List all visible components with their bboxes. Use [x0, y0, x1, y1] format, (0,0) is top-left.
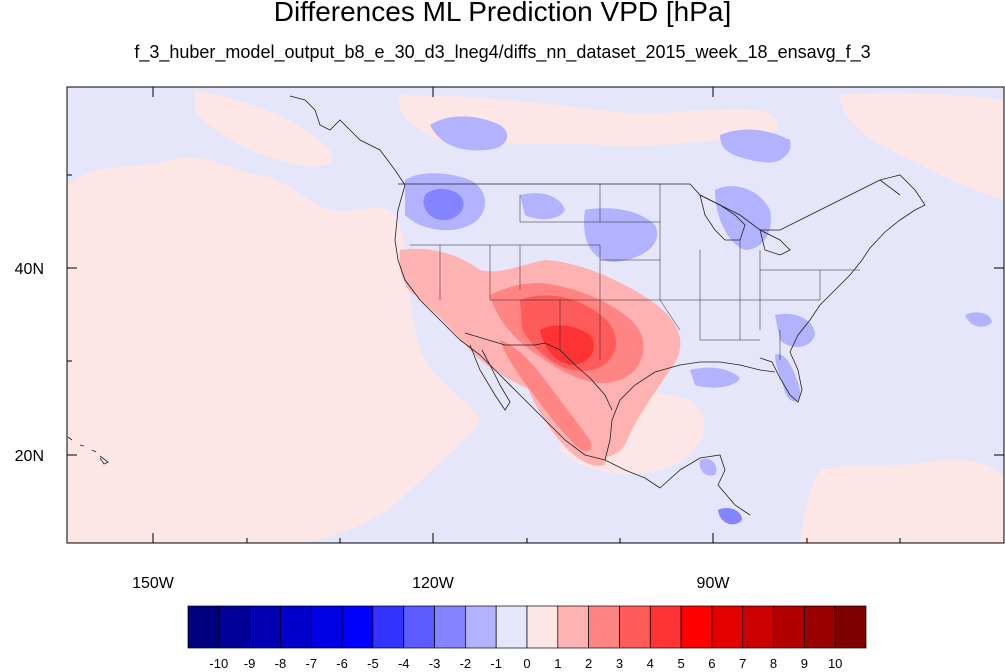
colorbar-swatch	[526, 605, 559, 649]
colorbar-swatch	[341, 605, 374, 649]
coastline-canada-nw	[289, 95, 406, 186]
colorbar-label: -7	[305, 656, 317, 671]
field-pink-east	[840, 92, 1004, 200]
colorbar-swatch	[649, 605, 682, 649]
field-blue-atlantic	[965, 312, 992, 327]
colorbar-swatch	[434, 605, 466, 649]
colorbar-swatch	[403, 605, 435, 649]
colorbar-label: 9	[801, 656, 808, 671]
field-pink-north	[195, 90, 332, 167]
field-blue-florida	[775, 354, 801, 402]
colorbar-swatch	[742, 605, 774, 649]
colorbar-swatch	[619, 605, 651, 649]
coastline-east	[789, 204, 926, 353]
coastline-gulf	[604, 361, 776, 461]
colorbar-label: -4	[398, 656, 410, 671]
lon-label-150w: 150W	[132, 575, 175, 592]
colorbar-swatch	[495, 605, 528, 649]
colorbar-label: 4	[647, 656, 654, 671]
colorbar-swatch	[187, 605, 220, 649]
colorbar-label: -1	[490, 656, 502, 671]
colorbar-label: 3	[616, 656, 623, 671]
colorbar-label: -9	[244, 656, 256, 671]
field-blue-montana	[520, 193, 565, 220]
state-lines	[410, 184, 860, 360]
coastline-florida	[759, 351, 803, 403]
field-pink-pacific	[67, 157, 480, 543]
colorbar-label: 0	[523, 656, 530, 671]
colorbar-swatch	[804, 605, 836, 649]
field-blue-ne-canada	[740, 133, 785, 163]
colorbar-label: 7	[739, 656, 746, 671]
lon-label-120w: 120W	[412, 575, 455, 592]
colorbar-label: -8	[275, 656, 287, 671]
data-field	[67, 90, 1004, 543]
lat-label-40n: 40N	[15, 261, 44, 278]
hawaii	[67, 436, 109, 465]
colorbar-label: 8	[770, 656, 777, 671]
colorbar-swatch	[680, 605, 713, 649]
colorbar-swatch	[280, 605, 312, 649]
colorbar-swatch	[218, 605, 250, 649]
colorbar-label: -5	[367, 656, 379, 671]
axis-ticks	[67, 87, 1004, 543]
coastline-ne	[879, 174, 926, 206]
field-blue-canada	[430, 116, 508, 151]
field-red-ca	[399, 253, 427, 295]
coastline-yucatan	[659, 454, 751, 516]
field-blue-hudson	[715, 186, 771, 250]
boundaries	[67, 95, 926, 516]
lon-label-90w: 90W	[697, 575, 731, 592]
colorbar: -10 -9 -8 -7 -6 -5 -4 -3 -2 -1 0 1 2 3 4 5 6 7 8 9 10	[187, 605, 867, 671]
colorbar-swatch	[588, 605, 620, 649]
colorbar-label: 6	[708, 656, 715, 671]
field-blue-dakota	[584, 208, 658, 262]
colorbar-label: 5	[677, 656, 684, 671]
colorbar-swatch	[372, 605, 405, 649]
field-blue-pnw-core	[423, 188, 464, 221]
colorbar-swatch	[310, 605, 343, 649]
field-blue-se	[775, 313, 815, 347]
colorbar-swatch	[465, 605, 497, 649]
colorbar-label: 2	[585, 656, 592, 671]
colorbar-label: -10	[209, 656, 228, 671]
field-blue-honduras	[718, 508, 742, 525]
colorbar-label: -6	[336, 656, 348, 671]
colorbar-swatch	[773, 605, 805, 649]
colorbar-label: 10	[828, 656, 842, 671]
field-red-baja	[500, 340, 592, 452]
colorbar-swatch	[249, 605, 281, 649]
colorbar-label: -3	[429, 656, 441, 671]
colorbar-swatch	[834, 605, 867, 649]
field-blue-gulf	[690, 367, 740, 388]
colorbar-label: -2	[460, 656, 472, 671]
map-title: Differences ML Prediction VPD [hPa]	[273, 0, 732, 27]
field-blue-centam	[699, 458, 717, 476]
coastline-baja	[469, 344, 511, 411]
colorbar-swatch	[557, 605, 589, 649]
field-pink-atlantic	[800, 459, 1004, 543]
field-red-hot	[540, 325, 595, 365]
colorbar-swatch	[711, 605, 744, 649]
lat-label-20n: 20N	[15, 448, 44, 465]
map-subtitle: f_3_huber_model_output_b8_e_30_d3_lneg4/…	[134, 42, 871, 62]
plot-frame	[66, 86, 1005, 544]
colorbar-label: 1	[554, 656, 561, 671]
